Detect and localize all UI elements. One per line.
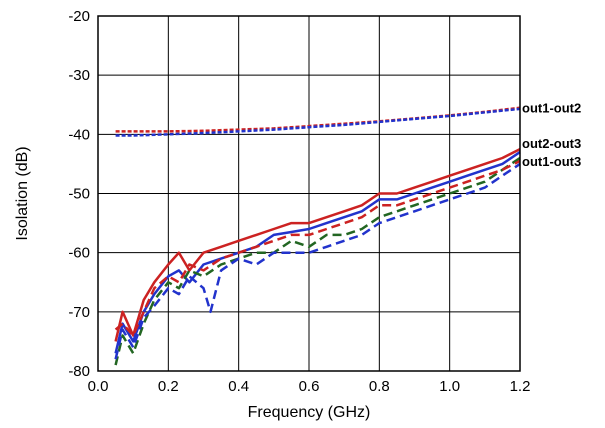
x-tick-label: 0.0 [88,378,109,395]
x-tick-label: 0.4 [228,378,249,395]
y-axis-title: Isolation (dB) [14,146,31,240]
tick-labels: 0.0 0.2 0.4 0.6 0.8 1.0 1.2 -80 -70 -60 -50 -40 -30 -… [68,8,530,395]
y-tick-label: -80 [68,363,90,380]
annotations: out1-out2 out2-out3 out1-out3 [522,101,581,169]
y-tick-label: -60 [68,245,90,262]
x-tick-label: 0.6 [299,378,320,395]
series-line-1 [115,106,521,133]
y-tick-label: -50 [68,186,90,203]
series-line-3 [114,147,521,342]
x-axis-title: Frequency (GHz) [248,404,371,421]
series-line-6 [114,159,521,337]
series-annotation: out2-out3 [522,136,581,151]
plot-frame [97,15,521,372]
x-tick-label: 0.8 [369,378,390,395]
y-tick-label: -20 [68,8,90,25]
grid [97,15,521,372]
x-tick-label: 0.2 [158,378,179,395]
series-line-2 [115,107,521,137]
series-lines [114,106,521,366]
y-tick-label: -70 [68,304,90,321]
x-tick-label: 1.2 [510,378,531,395]
y-tick-label: -30 [68,67,90,84]
series-line-4 [114,151,521,354]
series-line-7 [114,162,521,360]
series-annotation: out1-out3 [522,154,581,169]
y-tick-label: -40 [68,126,90,143]
series-annotation: out1-out2 [522,101,581,116]
x-tick-label: 1.0 [439,378,460,395]
series-line-5 [114,156,521,366]
